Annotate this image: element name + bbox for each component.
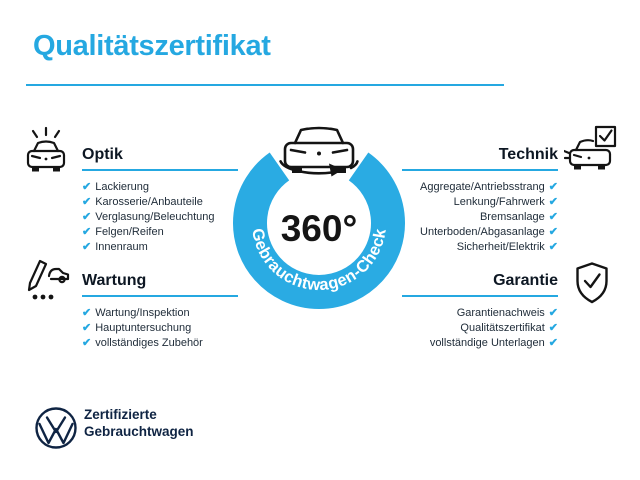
check-icon: ✔ xyxy=(82,307,92,319)
pen-car-icon xyxy=(24,256,70,309)
section-divider xyxy=(402,169,558,171)
check-item: ✔ Innenraum xyxy=(82,240,238,255)
check-item-label: Innenraum xyxy=(95,241,148,253)
car-checkbox-icon xyxy=(562,125,618,178)
page-title: Qualitätszertifikat xyxy=(33,30,271,62)
check-item-label: Felgen/Reifen xyxy=(95,226,164,238)
section-wartung: Wartung ✔ Wartung/Inspektion ✔ Hauptunters… xyxy=(82,272,238,351)
footer-brand-text: Zertifizierte Gebrauchtwagen xyxy=(84,407,194,440)
check-item-label: Verglasung/Beleuchtung xyxy=(95,211,215,223)
check-item: ✔ vollständiges Zubehör xyxy=(82,336,238,351)
section-title: Garantie xyxy=(493,272,558,289)
360-badge: Gebrauchtwagen-Check 360° xyxy=(233,126,405,309)
check-icon: ✔ xyxy=(82,226,92,238)
check-item: Qualitätszertifikat ✔ xyxy=(402,321,558,336)
check-icon: ✔ xyxy=(82,241,92,253)
check-icon: ✔ xyxy=(82,196,92,208)
check-item: Unterboden/Abgasanlage ✔ xyxy=(402,225,558,240)
section-divider xyxy=(82,169,238,171)
check-list: Garantienachweis ✔ Qualitätszertifikat ✔ v… xyxy=(402,306,558,351)
check-item-label: Unterboden/Abgasanlage xyxy=(420,226,545,238)
check-item-label: Hauptuntersuchung xyxy=(95,322,192,334)
check-item: Aggregate/Antriebsstrang ✔ xyxy=(402,180,558,195)
check-item-label: Karosserie/Anbauteile xyxy=(95,196,203,208)
check-item-label: Lenkung/Fahrwerk xyxy=(453,196,545,208)
check-list: ✔ Wartung/Inspektion ✔ Hauptuntersuchung ✔… xyxy=(82,306,238,351)
shield-check-icon xyxy=(574,261,610,310)
check-icon: ✔ xyxy=(82,181,92,193)
vw-logo xyxy=(34,406,78,455)
check-item: Bremsanlage ✔ xyxy=(402,210,558,225)
section-divider xyxy=(402,295,558,297)
check-icon: ✔ xyxy=(548,241,558,253)
check-item: ✔ Karosserie/Anbauteile xyxy=(82,195,238,210)
check-item: Sicherheit/Elektrik ✔ xyxy=(402,240,558,255)
check-item: ✔ Verglasung/Beleuchtung xyxy=(82,210,238,225)
check-icon: ✔ xyxy=(548,307,558,319)
footer-brand-line1: Zertifizierte xyxy=(84,407,157,422)
car-shine-icon xyxy=(24,124,68,181)
title-divider xyxy=(26,84,504,86)
section-technik: Technik Aggregate/Antriebsstrang ✔ Lenkun… xyxy=(402,146,558,255)
check-icon: ✔ xyxy=(82,337,92,349)
section-optik: Optik ✔ Lackierung ✔ Karosserie/Anbauteile… xyxy=(82,146,238,255)
check-item-label: Qualitätszertifikat xyxy=(460,322,545,334)
check-icon: ✔ xyxy=(82,322,92,334)
check-list: Aggregate/Antriebsstrang ✔ Lenkung/Fahrwe… xyxy=(402,180,558,255)
check-icon: ✔ xyxy=(548,337,558,349)
section-title: Optik xyxy=(82,146,123,163)
check-icon: ✔ xyxy=(548,181,558,193)
check-item-label: Bremsanlage xyxy=(479,211,545,223)
section-divider xyxy=(82,295,238,297)
check-item-label: Aggregate/Antriebsstrang xyxy=(420,181,545,193)
check-item: ✔ Felgen/Reifen xyxy=(82,225,238,240)
section-title: Wartung xyxy=(82,272,147,289)
car-rotation-icon xyxy=(279,126,359,177)
check-icon: ✔ xyxy=(548,211,558,223)
badge-ring xyxy=(233,152,405,309)
check-item-label: Garantienachweis xyxy=(456,307,545,319)
check-item-label: Wartung/Inspektion xyxy=(95,307,190,319)
check-item-label: Lackierung xyxy=(95,181,150,193)
check-item: vollständige Unterlagen ✔ xyxy=(402,336,558,351)
check-icon: ✔ xyxy=(548,226,558,238)
check-item-label: vollständiges Zubehör xyxy=(95,337,203,349)
check-icon: ✔ xyxy=(82,211,92,223)
check-icon: ✔ xyxy=(548,196,558,208)
section-title: Technik xyxy=(498,146,558,163)
check-item-label: vollständige Unterlagen xyxy=(429,337,545,349)
section-garantie: Garantie Garantienachweis ✔ Qualitätszert… xyxy=(402,272,558,351)
check-item: Garantienachweis ✔ xyxy=(402,306,558,321)
check-item: ✔ Hauptuntersuchung xyxy=(82,321,238,336)
footer-brand-line2: Gebrauchtwagen xyxy=(84,423,194,439)
badge-degree-label: 360° xyxy=(281,208,358,249)
check-icon: ✔ xyxy=(548,322,558,334)
check-item: ✔ Lackierung xyxy=(82,180,238,195)
check-item-label: Sicherheit/Elektrik xyxy=(456,241,545,253)
check-list: ✔ Lackierung ✔ Karosserie/Anbauteile ✔ Verg… xyxy=(82,180,238,255)
check-item: Lenkung/Fahrwerk ✔ xyxy=(402,195,558,210)
check-item: ✔ Wartung/Inspektion xyxy=(82,306,238,321)
